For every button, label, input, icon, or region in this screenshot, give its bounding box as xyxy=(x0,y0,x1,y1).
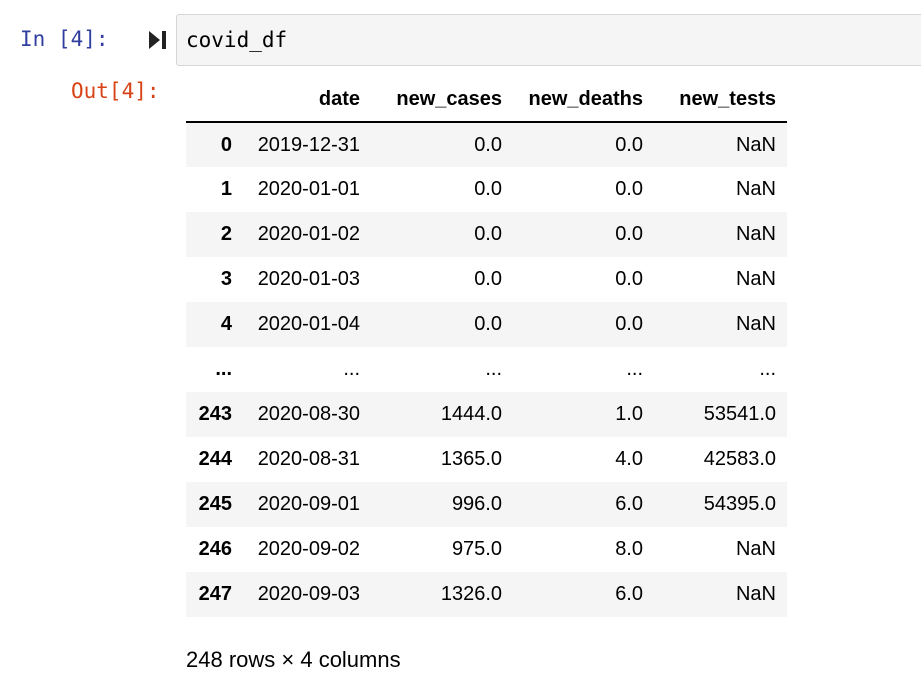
cell-new-tests: 54395.0 xyxy=(703,493,776,515)
table-row: 0 2019-12-31 0.0 0.0 NaN xyxy=(186,122,787,167)
table-row: 4 2020-01-04 0.0 0.0 NaN xyxy=(186,302,787,347)
table-row: 3 2020-01-03 0.0 0.0 NaN xyxy=(186,257,787,302)
cell-date: 2020-09-03 xyxy=(257,583,360,605)
cell-new-cases: ... xyxy=(485,358,502,380)
row-index: 2 xyxy=(220,223,232,245)
dataframe-shape-caption: 248 rows × 4 columns xyxy=(186,647,401,672)
cell-new-deaths: 8.0 xyxy=(615,538,643,560)
table-row: 1 2020-01-01 0.0 0.0 NaN xyxy=(186,167,787,212)
dataframe-table: date new_cases new_deaths new_tests 0 20… xyxy=(186,77,787,617)
cell-new-cases: 0.0 xyxy=(474,223,502,245)
row-index: 246 xyxy=(198,538,232,560)
cell-date: 2020-01-04 xyxy=(257,313,360,335)
code-text: covid_df xyxy=(186,28,288,52)
cell-new-cases: 996.0 xyxy=(451,493,502,515)
cell-new-deaths: 1.0 xyxy=(615,403,643,425)
index-header xyxy=(186,77,243,123)
cell-new-deaths: 0.0 xyxy=(615,268,643,290)
cell-new-tests: NaN xyxy=(735,268,776,290)
cell-date: 2019-12-31 xyxy=(257,133,360,156)
table-row: 2 2020-01-02 0.0 0.0 NaN xyxy=(186,212,787,257)
cell-new-tests: NaN xyxy=(735,313,776,335)
cell-new-deaths: 6.0 xyxy=(615,583,643,605)
cell-new-tests: NaN xyxy=(735,538,776,560)
cell-new-deaths: 0.0 xyxy=(615,133,643,156)
column-header-new-cases: new_cases xyxy=(371,77,513,123)
cell-date: 2020-08-31 xyxy=(257,448,360,470)
cell-date: ... xyxy=(343,358,360,380)
table-row: 243 2020-08-30 1444.0 1.0 53541.0 xyxy=(186,392,787,437)
row-index: 243 xyxy=(198,403,232,425)
cell-new-cases: 0.0 xyxy=(474,268,502,290)
cell-new-deaths: 0.0 xyxy=(615,313,643,335)
row-index: 3 xyxy=(220,268,232,290)
cell-new-cases: 0.0 xyxy=(474,178,502,200)
cell-new-tests: NaN xyxy=(735,133,776,156)
cell-new-tests: ... xyxy=(759,358,776,380)
table-row: 247 2020-09-03 1326.0 6.0 NaN xyxy=(186,572,787,617)
cell-date: 2020-09-01 xyxy=(257,493,360,515)
table-body: 0 2019-12-31 0.0 0.0 NaN 1 2020-01-01 0.… xyxy=(186,122,787,617)
table-row: 244 2020-08-31 1365.0 4.0 42583.0 xyxy=(186,437,787,482)
row-index: 0 xyxy=(220,133,232,156)
cell-new-tests: 53541.0 xyxy=(703,403,776,425)
cell-new-cases: 1326.0 xyxy=(440,583,502,605)
input-prompt: In [4]: xyxy=(20,27,109,51)
ellipsis-row: ... ... ... ... ... xyxy=(186,347,787,392)
output-prompt: Out[4]: xyxy=(71,79,160,103)
cell-new-cases: 1444.0 xyxy=(440,403,502,425)
cell-date: 2020-01-02 xyxy=(257,223,360,245)
row-index: 245 xyxy=(198,493,232,515)
row-index: ... xyxy=(215,358,232,380)
table-header: date new_cases new_deaths new_tests xyxy=(186,77,787,123)
table-row: 245 2020-09-01 996.0 6.0 54395.0 xyxy=(186,482,787,527)
cell-new-cases: 0.0 xyxy=(474,313,502,335)
row-index: 1 xyxy=(220,178,232,200)
row-index: 247 xyxy=(198,583,232,605)
row-index: 244 xyxy=(198,448,232,470)
cell-new-cases: 1365.0 xyxy=(440,448,502,470)
cell-new-tests: 42583.0 xyxy=(703,448,776,470)
cell-date: 2020-01-03 xyxy=(257,268,360,290)
cell-date: 2020-08-30 xyxy=(257,403,360,425)
cell-date: 2020-09-02 xyxy=(257,538,360,560)
cell-new-deaths: 0.0 xyxy=(615,178,643,200)
cell-new-tests: NaN xyxy=(735,178,776,200)
cell-new-deaths: 6.0 xyxy=(615,493,643,515)
column-header-new-tests: new_tests xyxy=(654,77,787,123)
code-input-area[interactable]: covid_df xyxy=(176,14,921,66)
cell-new-tests: NaN xyxy=(735,583,776,605)
cell-new-cases: 0.0 xyxy=(474,133,502,156)
column-header-new-deaths: new_deaths xyxy=(513,77,654,123)
run-cell-icon[interactable] xyxy=(147,28,169,52)
column-header-date: date xyxy=(243,77,371,123)
cell-new-deaths: ... xyxy=(626,358,643,380)
cell-new-deaths: 4.0 xyxy=(615,448,643,470)
cell-new-cases: 975.0 xyxy=(451,538,502,560)
table-row: 246 2020-09-02 975.0 8.0 NaN xyxy=(186,527,787,572)
header-row: date new_cases new_deaths new_tests xyxy=(186,77,787,123)
row-index: 4 xyxy=(220,313,232,335)
cell-new-deaths: 0.0 xyxy=(615,223,643,245)
cell-date: 2020-01-01 xyxy=(257,178,360,200)
cell-new-tests: NaN xyxy=(735,223,776,245)
